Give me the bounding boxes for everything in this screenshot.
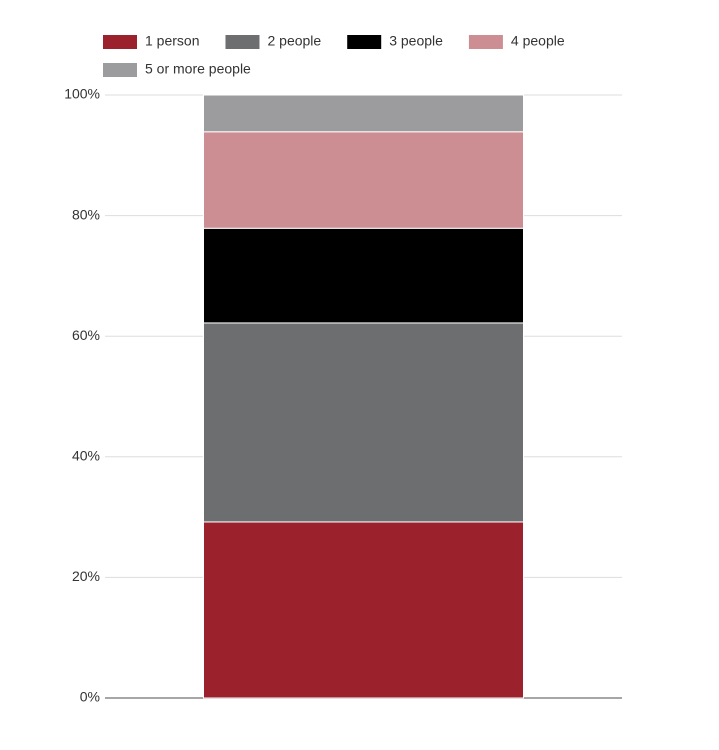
bar-segment bbox=[203, 94, 524, 133]
bar-segment bbox=[203, 521, 524, 699]
legend-swatch bbox=[103, 63, 137, 77]
legend-swatch bbox=[468, 35, 503, 49]
y-tick-label: 0% bbox=[80, 689, 100, 705]
y-tick-label: 100% bbox=[64, 86, 100, 102]
legend-swatch bbox=[225, 35, 260, 49]
y-tick-label: 80% bbox=[72, 206, 100, 222]
y-tick-label: 60% bbox=[72, 327, 100, 343]
legend-label: 2 people bbox=[267, 33, 321, 49]
legend-label: 5 or more people bbox=[145, 61, 251, 77]
legend-swatch bbox=[347, 35, 382, 49]
legend-label: 1 person bbox=[145, 33, 199, 49]
legend-label: 3 people bbox=[389, 33, 443, 49]
legend-label: 4 people bbox=[511, 33, 565, 49]
bar-segment bbox=[203, 227, 524, 324]
bar-segment bbox=[203, 131, 524, 229]
y-tick-label: 40% bbox=[72, 448, 100, 464]
legend-swatch bbox=[103, 35, 137, 49]
bar-segment bbox=[203, 322, 524, 523]
y-tick-label: 20% bbox=[72, 568, 100, 584]
